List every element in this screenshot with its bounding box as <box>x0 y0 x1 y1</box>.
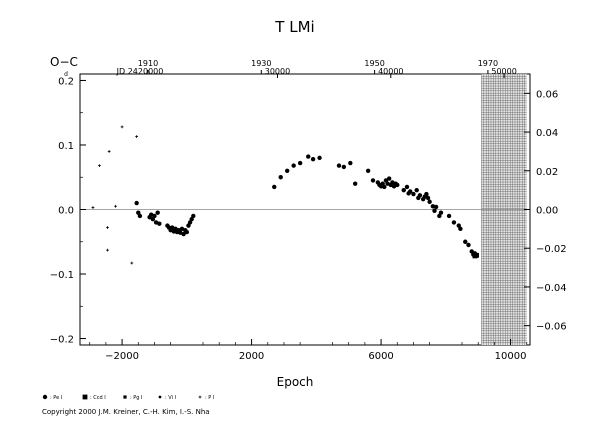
chart-title: T LMi <box>274 18 314 36</box>
jd-tick-label: 30000 <box>265 67 290 76</box>
right-tick-label: 0.06 <box>536 89 558 100</box>
x-tick-label: 6000 <box>368 351 393 362</box>
legend-marker <box>158 395 162 399</box>
data-point <box>466 242 471 248</box>
data-point <box>411 191 416 197</box>
data-point <box>446 213 452 219</box>
data-point <box>417 193 423 198</box>
year-tick-label: 1950 <box>364 59 384 68</box>
data-point <box>458 226 463 232</box>
copyright-text: Copyright 2000 J.M. Kreiner, C.-H. Kim, … <box>42 408 210 416</box>
legend-marker <box>42 394 48 400</box>
y-tick-label: 0.2 <box>58 76 74 87</box>
jd-tick-label: 50000 <box>491 67 516 76</box>
data-point <box>414 187 419 193</box>
right-tick-label: 0.04 <box>536 128 558 139</box>
legend-label: : Vi I <box>165 395 176 401</box>
data-point <box>291 163 296 168</box>
x-tick-label: 2000 <box>239 351 264 362</box>
data-point <box>432 208 437 213</box>
data-point <box>424 191 429 197</box>
data-point <box>382 184 387 190</box>
y-axis-unit: d <box>64 71 68 78</box>
legend-marker <box>198 395 202 399</box>
data-point <box>352 181 358 186</box>
data-point <box>114 204 118 208</box>
data-point <box>451 220 457 225</box>
data-point <box>152 213 157 219</box>
data-point <box>336 163 342 168</box>
data-point <box>408 189 413 194</box>
data-point <box>317 155 322 161</box>
data-point <box>184 229 190 235</box>
data-point <box>98 164 101 168</box>
year-tick-label: 1970 <box>478 59 498 68</box>
data-point <box>106 226 109 229</box>
data-point <box>135 135 139 138</box>
data-point <box>278 175 283 180</box>
right-tick-label: −0.04 <box>536 283 567 294</box>
data-point <box>401 187 406 193</box>
data-point <box>157 221 162 226</box>
data-point <box>438 210 444 215</box>
data-point <box>120 125 124 129</box>
data-point <box>107 150 111 153</box>
y-tick-label: 0.0 <box>58 206 74 217</box>
data-point <box>386 176 392 181</box>
data-point <box>106 248 109 252</box>
x-axis-label: Epoch <box>277 375 314 389</box>
data-points <box>91 125 479 265</box>
data-point <box>155 210 160 215</box>
x-tick-label: 10000 <box>495 351 527 362</box>
data-point <box>341 164 347 170</box>
data-point <box>130 261 134 265</box>
data-point <box>433 204 439 210</box>
data-point <box>91 206 95 209</box>
y-tick-label: −0.1 <box>50 270 74 281</box>
data-point <box>137 213 143 219</box>
right-tick-label: −0.06 <box>536 322 567 333</box>
legend: : Pe I : Ccd I : Pg I : Vi I : P I <box>42 394 214 401</box>
legend-label: : Pe I <box>50 395 62 401</box>
x-tick-label: −2000 <box>105 351 139 362</box>
data-point <box>425 195 431 201</box>
data-point <box>463 239 468 244</box>
jd-label: JD 2420000 <box>116 67 164 76</box>
legend-marker <box>123 395 127 399</box>
data-point <box>134 200 139 206</box>
data-point <box>474 252 479 258</box>
right-tick-label: −0.02 <box>536 244 567 255</box>
data-point <box>370 178 376 183</box>
data-point <box>181 231 186 237</box>
legend-label: : Ccd I <box>90 395 106 401</box>
data-point <box>395 182 400 188</box>
data-point <box>306 154 311 159</box>
data-point <box>297 160 303 166</box>
data-point <box>404 184 410 190</box>
legend-label: : Pg I <box>130 395 143 401</box>
y-tick-label: −0.2 <box>50 335 74 346</box>
right-tick-label: 0.02 <box>536 167 558 178</box>
year-tick-label: 1910 <box>138 59 158 68</box>
data-point <box>365 168 371 173</box>
jd-tick-label: 40000 <box>378 67 403 76</box>
data-point <box>348 160 353 166</box>
data-point <box>427 199 432 204</box>
axis-ticks: −2000 2000 6000 10000 0.2 0.1 0.0 −0.1 −0.2 0.06 0… <box>50 59 567 362</box>
data-point <box>272 184 277 190</box>
data-point <box>191 213 196 219</box>
y-axis-label: O−C <box>50 55 78 69</box>
legend-marker <box>82 394 88 400</box>
right-tick-label: 0.00 <box>536 206 558 217</box>
data-point <box>284 168 290 173</box>
data-point <box>310 156 316 162</box>
year-tick-label: 1930 <box>251 59 271 68</box>
legend-label: : P I <box>205 395 214 401</box>
y-tick-label: 0.1 <box>58 141 74 152</box>
